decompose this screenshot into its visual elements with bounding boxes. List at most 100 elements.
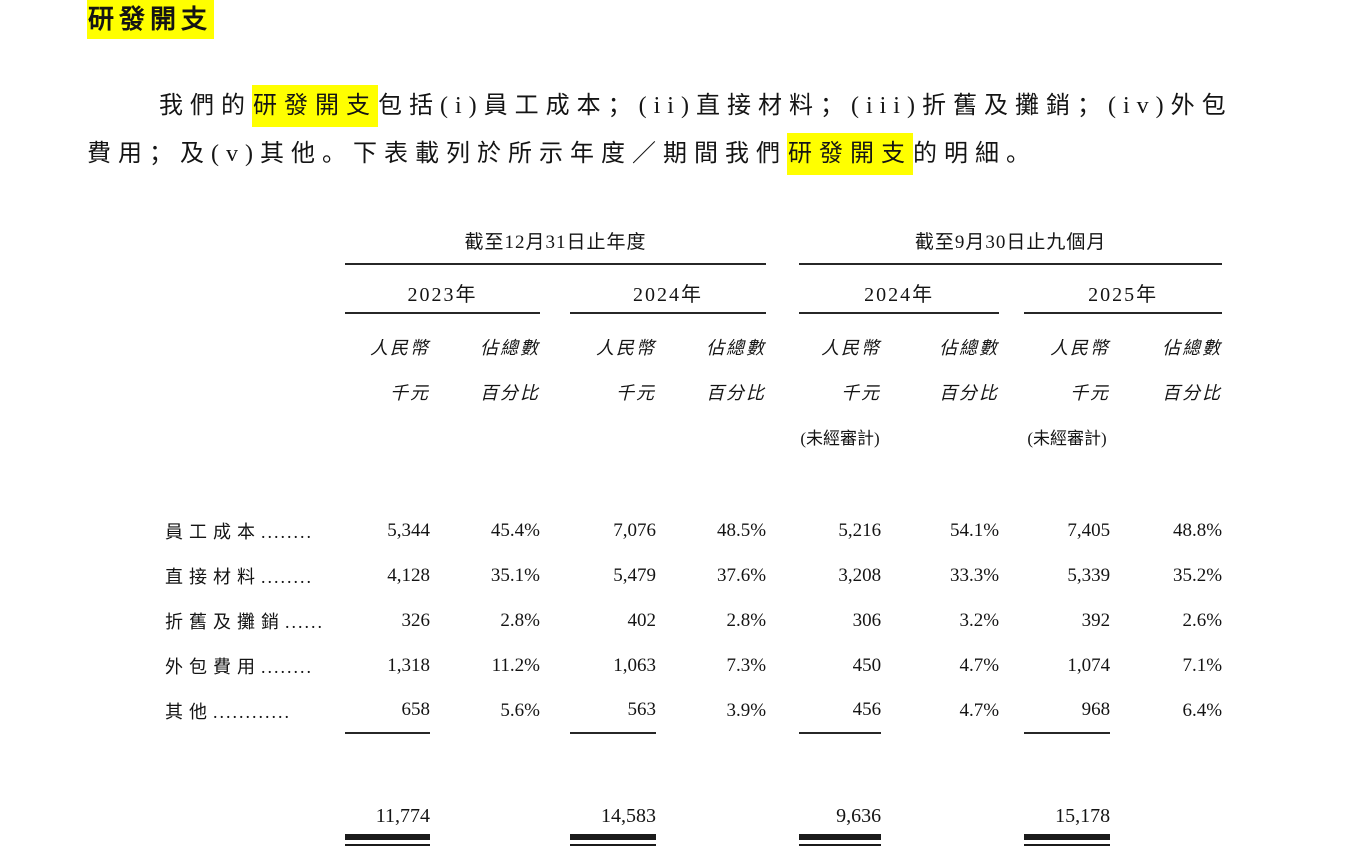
year-header-2024-9m: 2024年 (799, 264, 1000, 314)
highlighted-term: 研發開支 (786, 133, 913, 175)
year-header-2024: 2024年 (570, 264, 767, 314)
cell-value: 48.8% (1173, 519, 1223, 541)
paragraph-text: 我們的 (159, 93, 252, 119)
cell-value: 7,405 (1067, 519, 1111, 541)
dot-leader: ............ (213, 701, 291, 722)
paragraph-text: 的明細。 (912, 141, 1037, 167)
cell-value: 326 (401, 609, 431, 631)
paragraph-line-1: 我們的研發開支包括(i)員工成本；(ii)直接材料；(iii)折舊及攤銷；(iv… (87, 82, 1230, 130)
cell-value: 402 (627, 609, 657, 631)
col-header-rmb-unit: 千元 (390, 383, 430, 403)
cell-value: 5,216 (838, 519, 882, 541)
total-value: 15,178 (1055, 805, 1111, 827)
col-header-pct: 佔總數 (706, 338, 767, 358)
cell-value: 563 (570, 688, 656, 734)
dot-leader: ........ (261, 656, 313, 677)
cell-value: 968 (1024, 688, 1111, 734)
col-header-rmb-unit: 千元 (1070, 383, 1111, 403)
col-header-pct-unit: 百分比 (1162, 383, 1223, 403)
table-row: 外包費用........ 1,318 11.2% 1,063 7.3% 450 … (87, 643, 1222, 688)
cell-value: 2.8% (726, 609, 767, 631)
group-header-9m: 截至9月30日止九個月 (799, 216, 1223, 265)
cell-value: 450 (852, 654, 882, 676)
double-rule-row (87, 828, 1222, 848)
cell-value: 2.6% (1182, 609, 1223, 631)
total-value: 14,583 (601, 805, 656, 827)
rd-expenses-table: 截至12月31日止年度 截至9月30日止九個月 2023年 2024年 2024… (87, 216, 1223, 848)
cell-value: 5,479 (613, 564, 656, 586)
col-header-pct: 佔總數 (480, 338, 540, 358)
row-label: 其他 (165, 701, 213, 722)
col-header-pct-unit: 百分比 (706, 383, 767, 403)
cell-value: 1,318 (387, 654, 430, 676)
totals-row: 11,774 14,583 9,636 15,178 (87, 790, 1222, 828)
cell-value: 306 (852, 609, 882, 631)
double-rule (1024, 828, 1111, 848)
col-header-rmb: 人民幣 (821, 338, 882, 358)
subheader-row-2: 千元 百分比 千元 百分比 千元 百分比 千元 百分比 (87, 363, 1222, 408)
dot-leader: ...... (285, 611, 324, 632)
col-header-rmb-unit: 千元 (841, 383, 882, 403)
double-rule (570, 828, 656, 848)
intro-paragraph: 我們的研發開支包括(i)員工成本；(ii)直接材料；(iii)折舊及攤銷；(iv… (87, 82, 1230, 178)
cell-value: 7.1% (1182, 654, 1223, 676)
double-rule (799, 828, 882, 848)
cell-value: 45.4% (490, 519, 540, 541)
cell-value: 2.8% (500, 609, 540, 631)
page-title: 研發開支 (87, 0, 215, 39)
col-header-pct: 佔總數 (1162, 338, 1223, 358)
dot-leader: ........ (261, 521, 313, 542)
cell-value: 658 (345, 688, 430, 734)
double-rule (345, 828, 430, 848)
unaudited-note: (未經審計) (1027, 429, 1107, 448)
cell-value: 33.3% (949, 564, 1000, 586)
table-row: 員工成本........ 5,344 45.4% 7,076 48.5% 5,2… (87, 508, 1222, 553)
col-header-pct: 佔總數 (939, 338, 1000, 358)
cell-value: 4.7% (959, 654, 1000, 676)
group-header-fy: 截至12月31日止年度 (345, 216, 767, 265)
cell-value: 4,128 (387, 564, 430, 586)
unaudited-row: (未經審計) (未經審計) (87, 408, 1222, 452)
col-header-pct-unit: 百分比 (939, 383, 1000, 403)
cell-value: 6.4% (1182, 699, 1223, 721)
total-value: 9,636 (836, 805, 882, 827)
cell-value: 3.9% (726, 699, 767, 721)
cell-value: 48.5% (716, 519, 767, 541)
row-label: 折舊及攤銷 (165, 611, 285, 632)
cell-value: 5.6% (500, 699, 540, 721)
group-header-row: 截至12月31日止年度 截至9月30日止九個月 (87, 216, 1223, 265)
cell-value: 1,074 (1067, 654, 1111, 676)
dot-leader: ........ (261, 566, 313, 587)
col-header-rmb: 人民幣 (1050, 338, 1111, 358)
table-row: 直接材料........ 4,128 35.1% 5,479 37.6% 3,2… (87, 553, 1222, 598)
cell-value: 3.2% (959, 609, 1000, 631)
row-label: 直接材料 (165, 566, 261, 587)
paragraph-text: 包括(i)員工成本；(ii)直接材料；(iii)折舊及攤銷；(iv)外包 (378, 93, 1233, 119)
total-value: 11,774 (375, 805, 430, 827)
table-row: 折舊及攤銷...... 326 2.8% 402 2.8% 306 3.2% 3… (87, 598, 1222, 643)
col-header-pct-unit: 百分比 (480, 383, 540, 403)
cell-value: 392 (1081, 609, 1111, 631)
spacer-row (87, 733, 1222, 790)
cell-value: 1,063 (613, 654, 656, 676)
highlighted-term: 研發開支 (252, 85, 378, 127)
title-highlight: 研發開支 (87, 0, 215, 39)
cell-value: 5,344 (387, 519, 430, 541)
cell-value: 11.2% (491, 654, 540, 676)
row-label: 外包費用 (165, 656, 261, 677)
cell-value: 37.6% (716, 564, 767, 586)
cell-value: 35.2% (1173, 564, 1223, 586)
cell-value: 54.1% (949, 519, 1000, 541)
subheader-row-1: 人民幣 佔總數 人民幣 佔總數 人民幣 佔總數 人民幣 佔總數 (87, 313, 1222, 363)
table-row: 其他............ 658 5.6% 563 3.9% 456 4.7… (87, 688, 1223, 734)
cell-value: 7.3% (726, 654, 767, 676)
unaudited-note: (未經審計) (800, 429, 880, 448)
cell-value: 35.1% (490, 564, 540, 586)
year-header-row: 2023年 2024年 2024年 2025年 (87, 264, 1223, 314)
cell-value: 3,208 (838, 564, 882, 586)
paragraph-line-2: 費用；及(v)其他。下表載列於所示年度／期間我們研發開支的明細。 (87, 130, 1230, 178)
row-label: 員工成本 (165, 521, 261, 542)
cell-value: 7,076 (613, 519, 656, 541)
cell-value: 5,339 (1067, 564, 1111, 586)
